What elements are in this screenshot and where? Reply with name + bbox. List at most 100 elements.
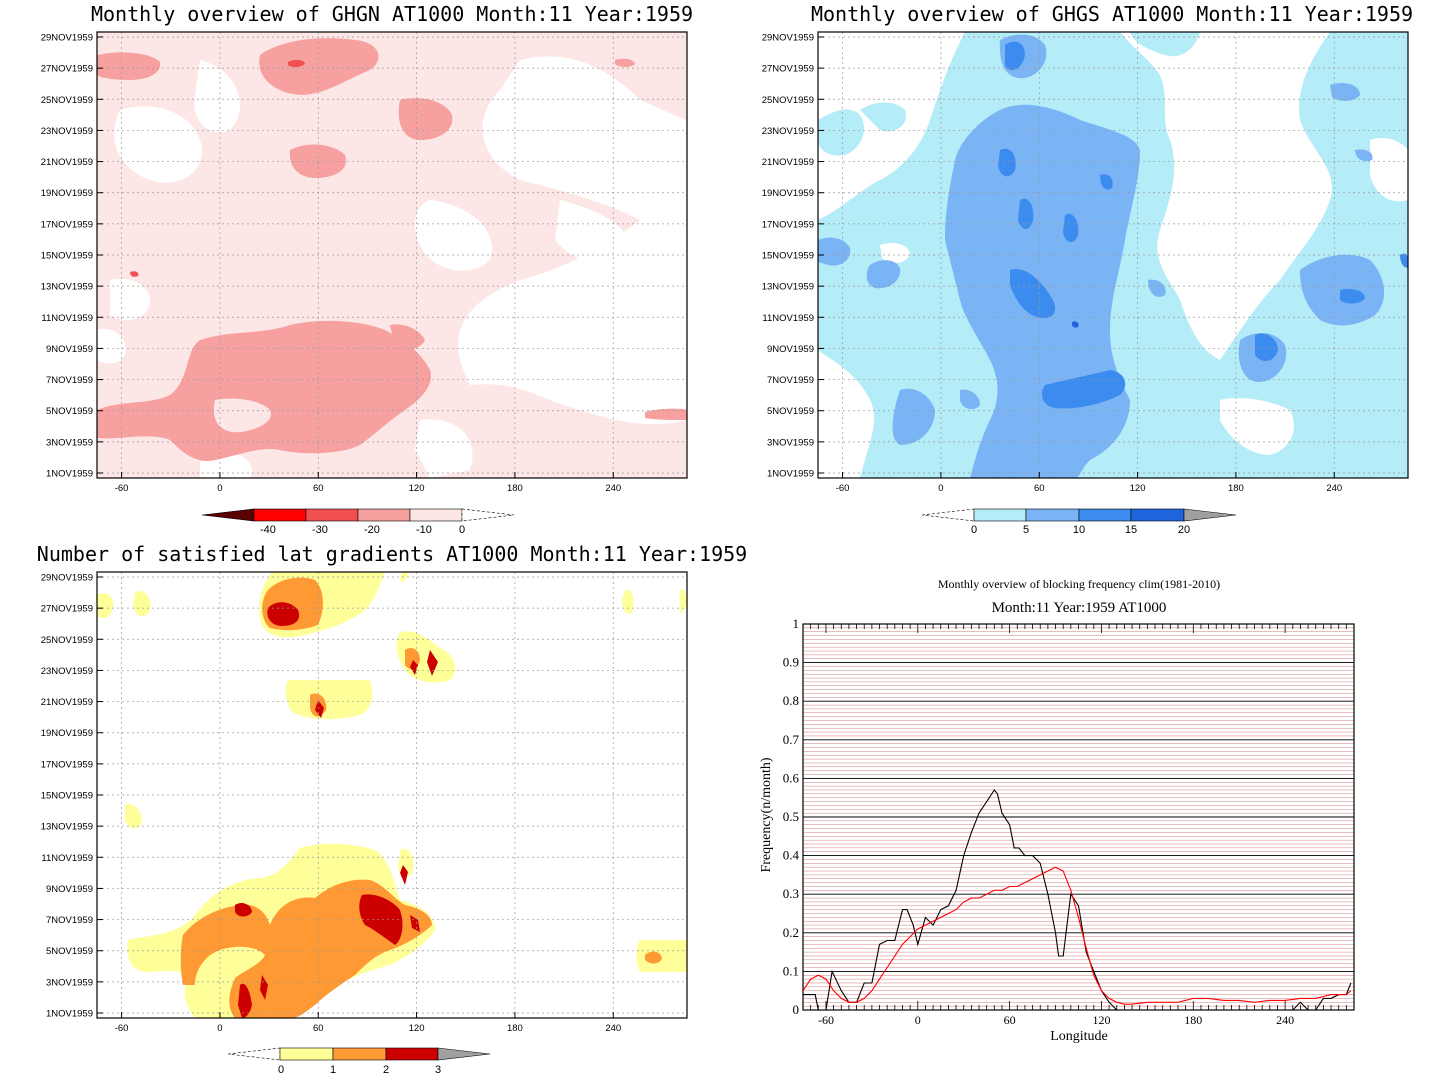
y-tick-label: 7NOV1959 <box>46 915 93 926</box>
x-tick-label: -60 <box>115 483 129 494</box>
y-tick-label: 11NOV1959 <box>762 313 814 324</box>
y-tick-label: 25NOV1959 <box>41 635 93 646</box>
x-tick-label: 240 <box>605 483 621 494</box>
ghgs-title: Monthly overview of GHGS AT1000 Month:11… <box>811 2 1413 26</box>
gradients-grid <box>97 572 687 1018</box>
cb-label: -30 <box>312 524 328 536</box>
line-chart-plot: 0 0.1 0.2 0.3 0.4 0.5 0.6 0.7 0.8 0.9 1 -60 0 60 120 18… <box>783 616 1355 1027</box>
ghgs-panel: Monthly overview of GHGS AT1000 Month:11… <box>762 2 1413 536</box>
y-tick-label: 9NOV1959 <box>46 884 93 895</box>
y-tick-label: 17NOV1959 <box>41 219 93 230</box>
x-tick-label: 180 <box>1228 483 1244 494</box>
y-tick-label: 13NOV1959 <box>41 282 93 293</box>
y-tick-label: 1 <box>793 616 800 631</box>
y-tick-label: 27NOV1959 <box>41 64 93 75</box>
x-tick-label: 240 <box>605 1023 621 1034</box>
cb-label: 0 <box>278 1064 284 1076</box>
cb-label: 10 <box>1073 524 1085 536</box>
line-chart-title: Monthly overview of blocking frequency c… <box>938 577 1220 591</box>
y-tick-label: 25NOV1959 <box>762 95 814 106</box>
series-line-black <box>803 789 1352 1011</box>
y-tick-label: 5NOV1959 <box>46 946 93 957</box>
ghgn-title: Monthly overview of GHGN AT1000 Month:11… <box>91 2 693 26</box>
x-tick-label: 0 <box>217 1023 222 1034</box>
y-tick-label: 13NOV1959 <box>41 822 93 833</box>
y-tick-label: 19NOV1959 <box>41 188 93 199</box>
ghgn-y-ticks: 1NOV1959 3NOV1959 5NOV1959 7NOV1959 9NOV1959… <box>41 33 103 480</box>
y-tick-label: 15NOV1959 <box>762 251 814 262</box>
y-tick-label: 23NOV1959 <box>41 666 93 677</box>
line-chart-subtitle: Month:11 Year:1959 AT1000 <box>992 600 1167 616</box>
cb-label: -40 <box>260 524 276 536</box>
y-tick-label: 15NOV1959 <box>41 791 93 802</box>
x-tick-label: 120 <box>1130 483 1146 494</box>
y-tick-label: 7NOV1959 <box>46 375 93 386</box>
y-tick-label: 5NOV1959 <box>767 406 814 417</box>
gradients-y-ticks: 1NOV1959 3NOV1959 5NOV1959 7NOV1959 9NOV1959… <box>41 573 103 1020</box>
cb-label: 5 <box>1023 524 1029 536</box>
y-tick-label: 15NOV1959 <box>41 251 93 262</box>
y-tick-label: 27NOV1959 <box>41 604 93 615</box>
x-tick-label: 240 <box>1276 1013 1294 1027</box>
y-tick-label: 29NOV1959 <box>41 573 93 584</box>
y-tick-label: 23NOV1959 <box>762 126 814 137</box>
y-tick-label: 29NOV1959 <box>762 33 814 44</box>
x-tick-label: 180 <box>1184 1013 1202 1027</box>
x-tick-label: 120 <box>409 1023 425 1034</box>
y-tick-label: 11NOV1959 <box>41 313 93 324</box>
y-tick-label: 17NOV1959 <box>762 219 814 230</box>
x-tick-label: 0 <box>217 483 222 494</box>
y-tick-label: 11NOV1959 <box>41 853 93 864</box>
y-tick-label: 21NOV1959 <box>41 697 93 708</box>
x-tick-label: 60 <box>1034 483 1045 494</box>
gradients-panel: Number of satisfied lat gradients AT1000… <box>37 542 747 1076</box>
y-tick-label: 13NOV1959 <box>762 282 814 293</box>
y-tick-label: 1NOV1959 <box>767 469 814 480</box>
y-tick-label: 1NOV1959 <box>46 469 93 480</box>
y-tick-label: 7NOV1959 <box>767 375 814 386</box>
cb-label: -10 <box>416 524 432 536</box>
y-tick-label: 0.7 <box>783 732 800 747</box>
cb-label: 0 <box>971 524 977 536</box>
gradients-colorbar: 0 1 2 3 <box>227 1047 491 1076</box>
ghgn-x-ticks: -60 0 60 120 180 240 <box>115 472 621 494</box>
ghgs-colorbar: 0 5 10 15 20 <box>921 508 1237 536</box>
x-tick-label: 120 <box>1092 1013 1110 1027</box>
line-chart-ylabel: Frequency(n/month) <box>759 757 774 872</box>
y-tick-label: 0.5 <box>783 809 799 824</box>
cb-label: 1 <box>330 1064 336 1076</box>
ghgn-colorbar: -40 -30 -20 -10 0 <box>201 508 515 536</box>
y-tick-label: 27NOV1959 <box>762 64 814 75</box>
y-tick-label: 3NOV1959 <box>767 437 814 448</box>
y-tick-label: 0 <box>793 1002 800 1017</box>
ghgn-panel: Monthly overview of GHGN AT1000 Month:11… <box>41 2 693 536</box>
cb-label: 3 <box>435 1064 441 1076</box>
x-tick-label: 180 <box>507 1023 523 1034</box>
x-tick-label: 0 <box>938 483 943 494</box>
y-tick-label: 29NOV1959 <box>41 33 93 44</box>
y-tick-label: 21NOV1959 <box>762 157 814 168</box>
x-tick-label: 120 <box>409 483 425 494</box>
x-tick-label: 60 <box>313 483 324 494</box>
y-tick-label: 1NOV1959 <box>46 1009 93 1020</box>
ghgs-x-ticks: -60 0 60 120 180 240 <box>836 472 1342 494</box>
y-tick-label: 0.3 <box>783 886 799 901</box>
y-tick-label: 0.1 <box>783 963 799 978</box>
y-tick-label: 5NOV1959 <box>46 406 93 417</box>
y-tick-label: 17NOV1959 <box>41 759 93 770</box>
x-tick-label: -60 <box>115 1023 129 1034</box>
y-tick-label: 3NOV1959 <box>46 977 93 988</box>
cb-label: 2 <box>383 1064 389 1076</box>
ghgs-grid <box>818 32 1408 478</box>
cb-label: -20 <box>364 524 380 536</box>
x-tick-label: -60 <box>836 483 850 494</box>
y-tick-label: 0.6 <box>783 770 800 785</box>
plot-frame <box>802 623 1355 1011</box>
x-tick-label: 60 <box>1004 1013 1016 1027</box>
blocking-frequency-panel: Monthly overview of blocking frequency c… <box>759 577 1355 1044</box>
y-tick-label: 9NOV1959 <box>46 344 93 355</box>
ghgs-y-ticks: 1NOV1959 3NOV1959 5NOV1959 7NOV1959 9NOV1959… <box>762 33 824 480</box>
x-tick-label: 180 <box>507 483 523 494</box>
y-tick-label: 9NOV1959 <box>767 344 814 355</box>
